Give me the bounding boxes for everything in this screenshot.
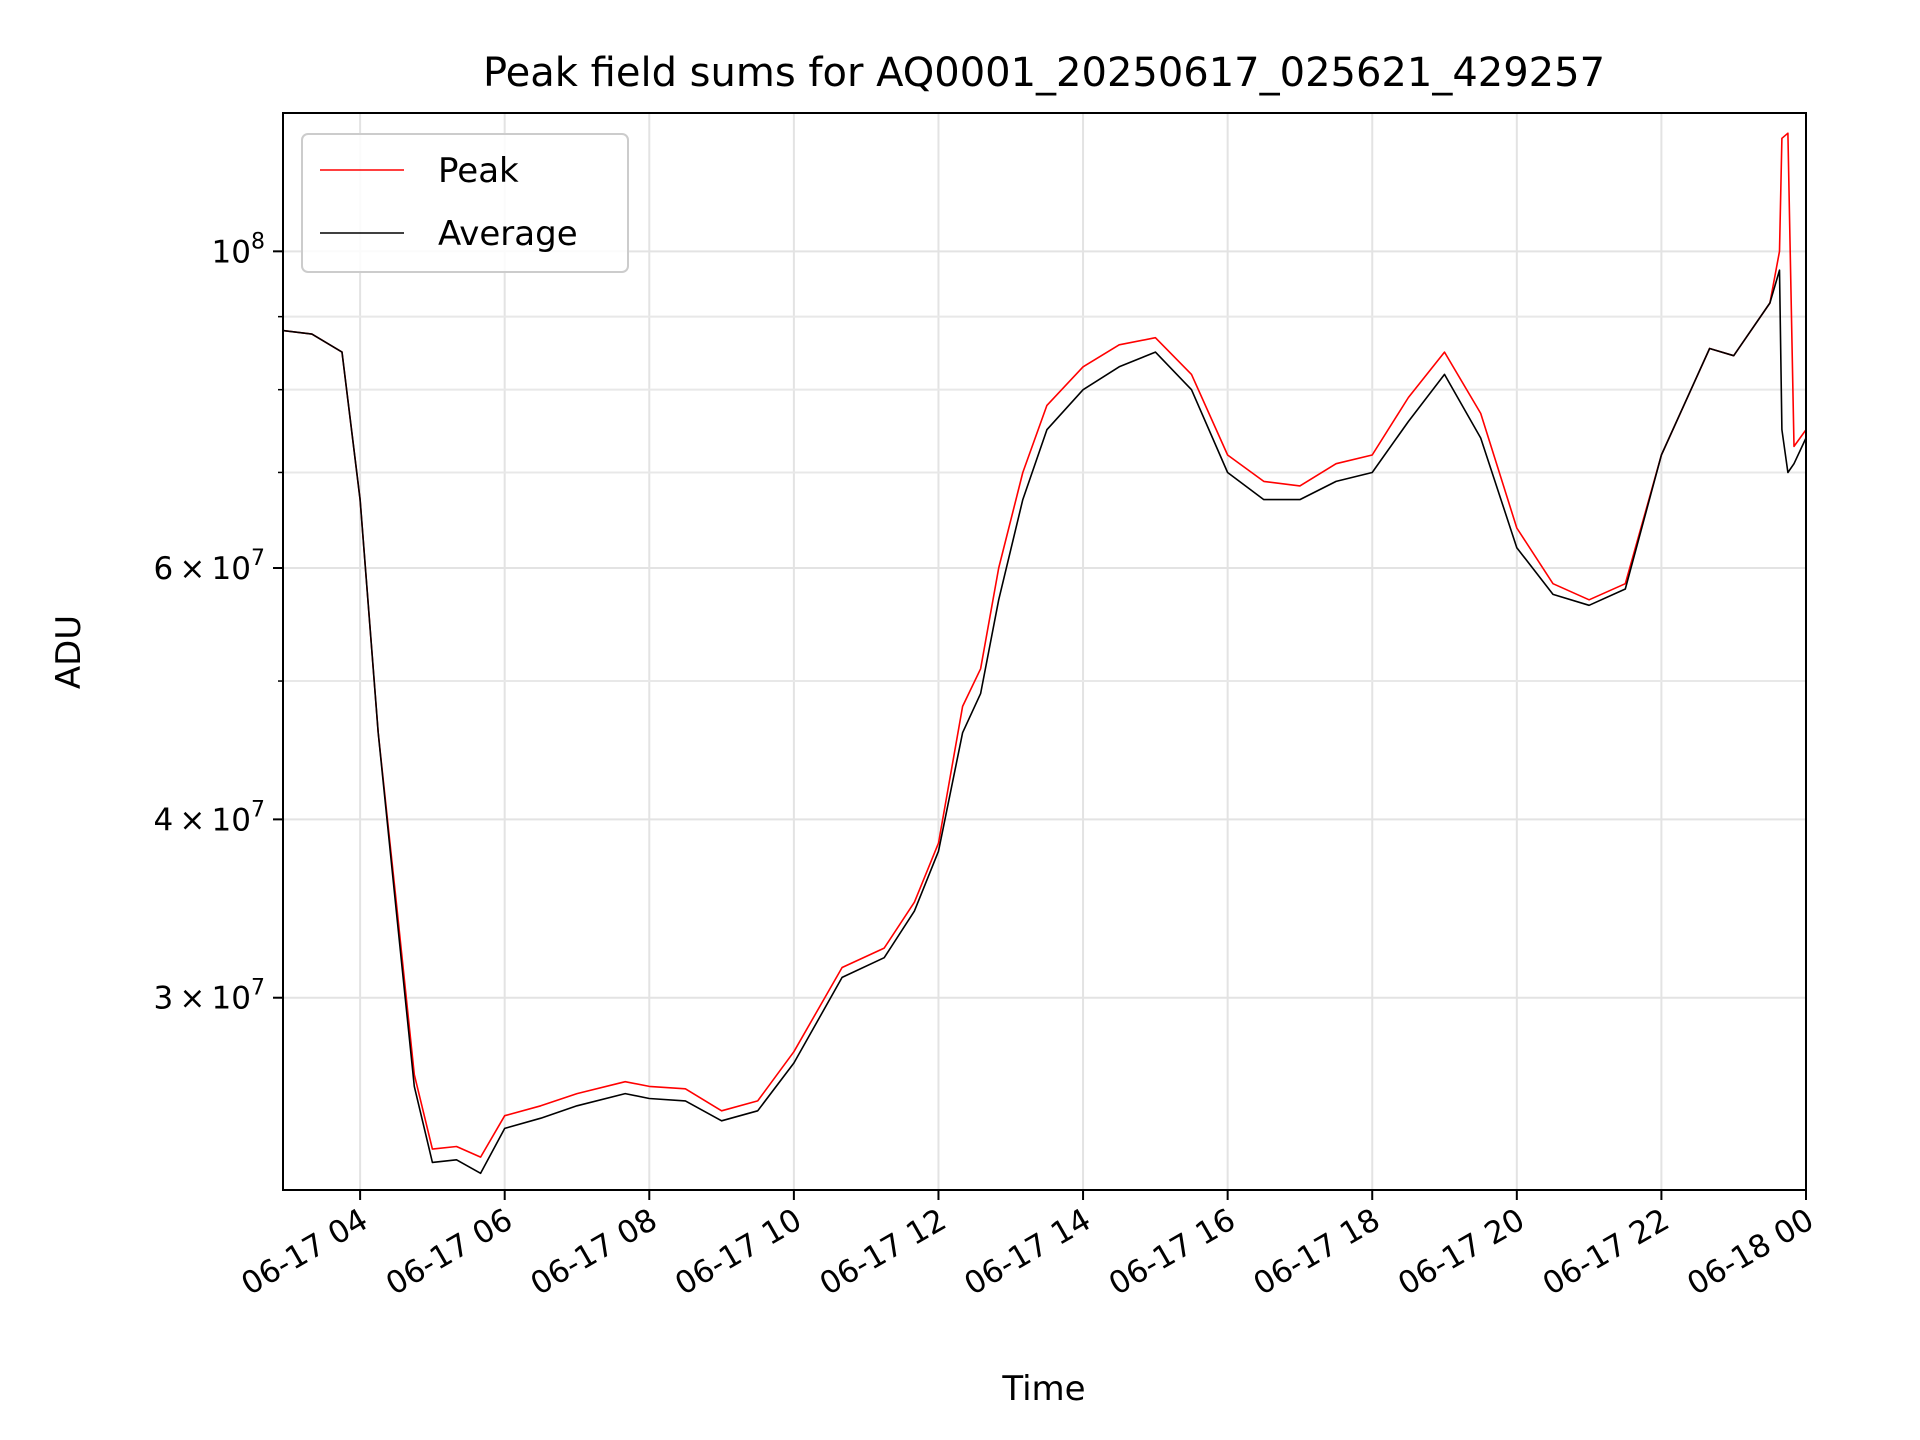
series-layer — [283, 132, 1806, 1175]
y-axis-label: ADU — [49, 615, 89, 689]
chart-title: Peak field sums for AQ0001_20250617_0256… — [483, 50, 1605, 96]
x-axis-label: Time — [1001, 1369, 1085, 1409]
legend-box — [301, 133, 629, 273]
y-tick-exponent: 7 — [251, 797, 265, 822]
y-tick-label: 6 × 107 — [153, 546, 265, 587]
legend-label-peak: Peak — [438, 151, 519, 191]
legend: Peak Average — [301, 133, 629, 273]
y-tick-label: 4 × 107 — [153, 797, 265, 838]
y-tick-exponent: 7 — [251, 546, 265, 571]
series-line-average — [283, 269, 1806, 1175]
plot-frame — [282, 112, 1807, 1191]
y-tick-exponent: 8 — [251, 229, 265, 254]
series-line-peak — [283, 132, 1806, 1158]
legend-label-average: Average — [438, 214, 578, 254]
y-tick-exponent: 7 — [251, 976, 265, 1001]
y-tick-label: 3 × 107 — [153, 976, 265, 1017]
